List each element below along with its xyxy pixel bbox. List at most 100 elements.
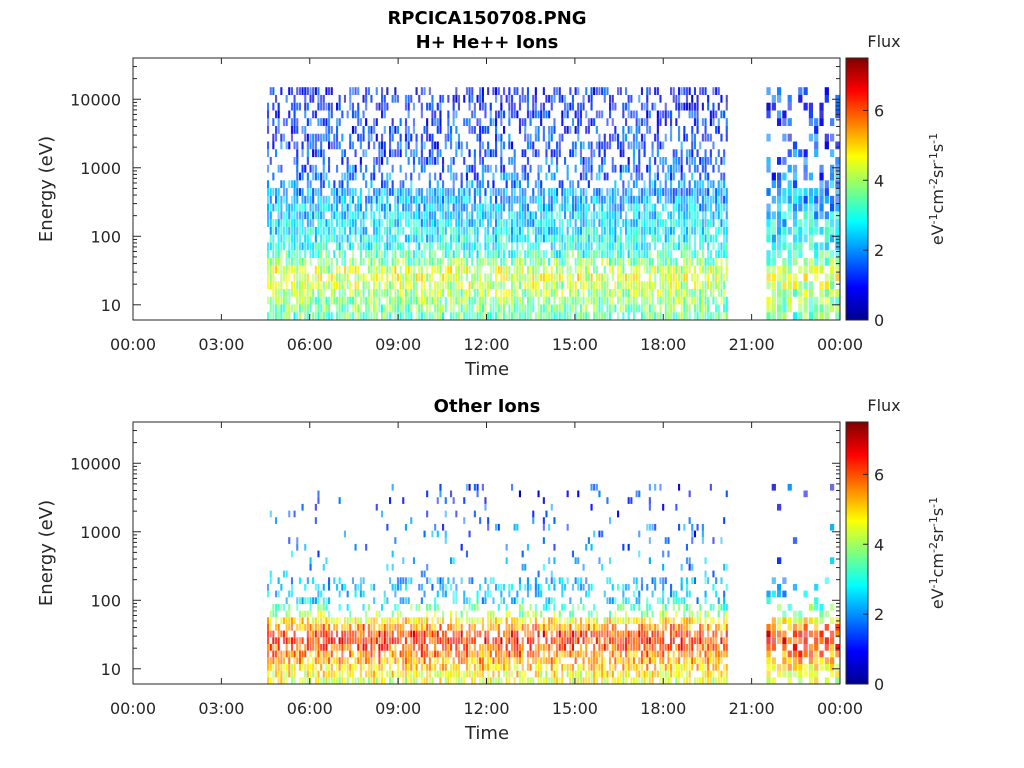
heat-cell bbox=[272, 226, 275, 235]
heat-cell bbox=[394, 590, 397, 598]
heat-cell bbox=[664, 312, 667, 320]
heat-cell bbox=[309, 610, 312, 618]
heat-cell bbox=[275, 126, 278, 134]
heat-cell bbox=[675, 188, 678, 196]
heat-cell bbox=[341, 583, 344, 591]
heat-cell bbox=[343, 657, 347, 664]
heat-cell bbox=[298, 677, 302, 684]
heat-cell bbox=[447, 118, 450, 126]
heat-cell bbox=[351, 188, 355, 196]
heat-cell bbox=[688, 304, 691, 313]
heat-cell bbox=[489, 657, 492, 664]
heat-cell bbox=[492, 203, 495, 212]
heat-cell bbox=[814, 141, 819, 150]
heat-cell bbox=[426, 188, 429, 196]
heat-cell bbox=[571, 211, 575, 220]
heat-cell bbox=[320, 226, 323, 235]
heat-cell bbox=[407, 157, 410, 165]
heat-cell bbox=[638, 126, 641, 134]
heat-cell bbox=[338, 195, 341, 204]
heat-cell bbox=[293, 242, 296, 251]
heat-cell bbox=[460, 304, 463, 313]
heat-cell bbox=[646, 226, 649, 235]
heat-cell bbox=[582, 234, 585, 243]
heat-cell bbox=[386, 226, 389, 235]
heat-cell bbox=[542, 250, 545, 258]
heat-cell bbox=[630, 234, 633, 243]
heat-cell bbox=[431, 630, 434, 638]
heat-cell bbox=[548, 211, 551, 220]
heat-cell bbox=[505, 195, 508, 204]
heat-cell bbox=[824, 211, 829, 220]
heat-cell bbox=[503, 273, 506, 282]
heat-cell bbox=[415, 87, 418, 95]
heat-cell bbox=[465, 617, 469, 624]
heat-cell bbox=[343, 312, 347, 320]
heat-cell bbox=[561, 242, 564, 251]
heat-cell bbox=[465, 164, 469, 173]
heat-cell bbox=[349, 188, 352, 196]
heat-cell bbox=[309, 650, 312, 658]
heat-cell bbox=[614, 102, 617, 111]
heat-cell bbox=[819, 289, 824, 297]
heat-cell bbox=[556, 250, 559, 258]
heat-cell bbox=[545, 141, 548, 150]
heat-cell bbox=[418, 624, 421, 631]
heat-cell bbox=[505, 664, 508, 671]
heat-cell bbox=[830, 281, 835, 289]
heat-cell bbox=[577, 273, 580, 282]
heat-cell bbox=[771, 273, 776, 282]
heat-cell bbox=[484, 296, 487, 305]
heat-cell bbox=[306, 664, 309, 671]
heat-cell bbox=[585, 195, 588, 204]
heat-cell bbox=[396, 234, 400, 243]
heat-cell bbox=[275, 517, 278, 524]
heat-cell bbox=[696, 257, 699, 266]
heat-cell bbox=[330, 677, 333, 684]
heat-cell bbox=[351, 296, 355, 305]
heat-cell bbox=[566, 296, 569, 305]
heat-cell bbox=[341, 234, 344, 243]
heat-cell bbox=[701, 203, 704, 212]
heat-cell bbox=[399, 577, 402, 584]
heat-cell bbox=[803, 265, 808, 274]
heat-cell bbox=[537, 234, 540, 243]
heat-cell bbox=[521, 164, 524, 173]
heat-cell bbox=[569, 211, 572, 220]
heat-cell bbox=[643, 250, 646, 258]
heat-cell bbox=[418, 226, 421, 235]
heat-cell bbox=[492, 670, 495, 678]
heat-cell bbox=[606, 304, 609, 313]
heat-cell bbox=[370, 180, 373, 189]
heat-cell bbox=[598, 172, 601, 181]
heat-cell bbox=[672, 273, 675, 282]
heat-cell bbox=[370, 234, 373, 243]
heat-cell bbox=[314, 234, 317, 243]
heat-cell bbox=[365, 543, 368, 551]
heat-cell bbox=[534, 110, 537, 119]
heat-cell bbox=[426, 677, 429, 684]
heat-cell bbox=[656, 188, 659, 196]
heat-cell bbox=[450, 296, 453, 305]
heat-cell bbox=[824, 226, 829, 235]
heat-cell bbox=[280, 617, 283, 624]
heat-cell bbox=[351, 265, 355, 274]
heat-cell bbox=[725, 118, 728, 126]
heat-cell bbox=[585, 203, 588, 212]
heat-cell bbox=[540, 273, 543, 282]
heat-cell bbox=[442, 180, 445, 189]
heat-cell bbox=[378, 164, 381, 173]
heat-cell bbox=[667, 188, 670, 196]
heat-cell bbox=[434, 172, 437, 181]
heat-cell bbox=[664, 265, 667, 274]
heat-cell bbox=[404, 644, 408, 651]
heat-cell bbox=[367, 617, 370, 624]
heat-cell bbox=[643, 226, 646, 235]
heat-cell bbox=[688, 250, 691, 258]
heat-cell bbox=[511, 195, 514, 204]
heat-cell bbox=[579, 141, 583, 150]
heat-cell bbox=[317, 312, 320, 320]
heat-cell bbox=[452, 110, 455, 119]
heat-cell bbox=[579, 257, 583, 266]
heat-cell bbox=[500, 102, 503, 111]
